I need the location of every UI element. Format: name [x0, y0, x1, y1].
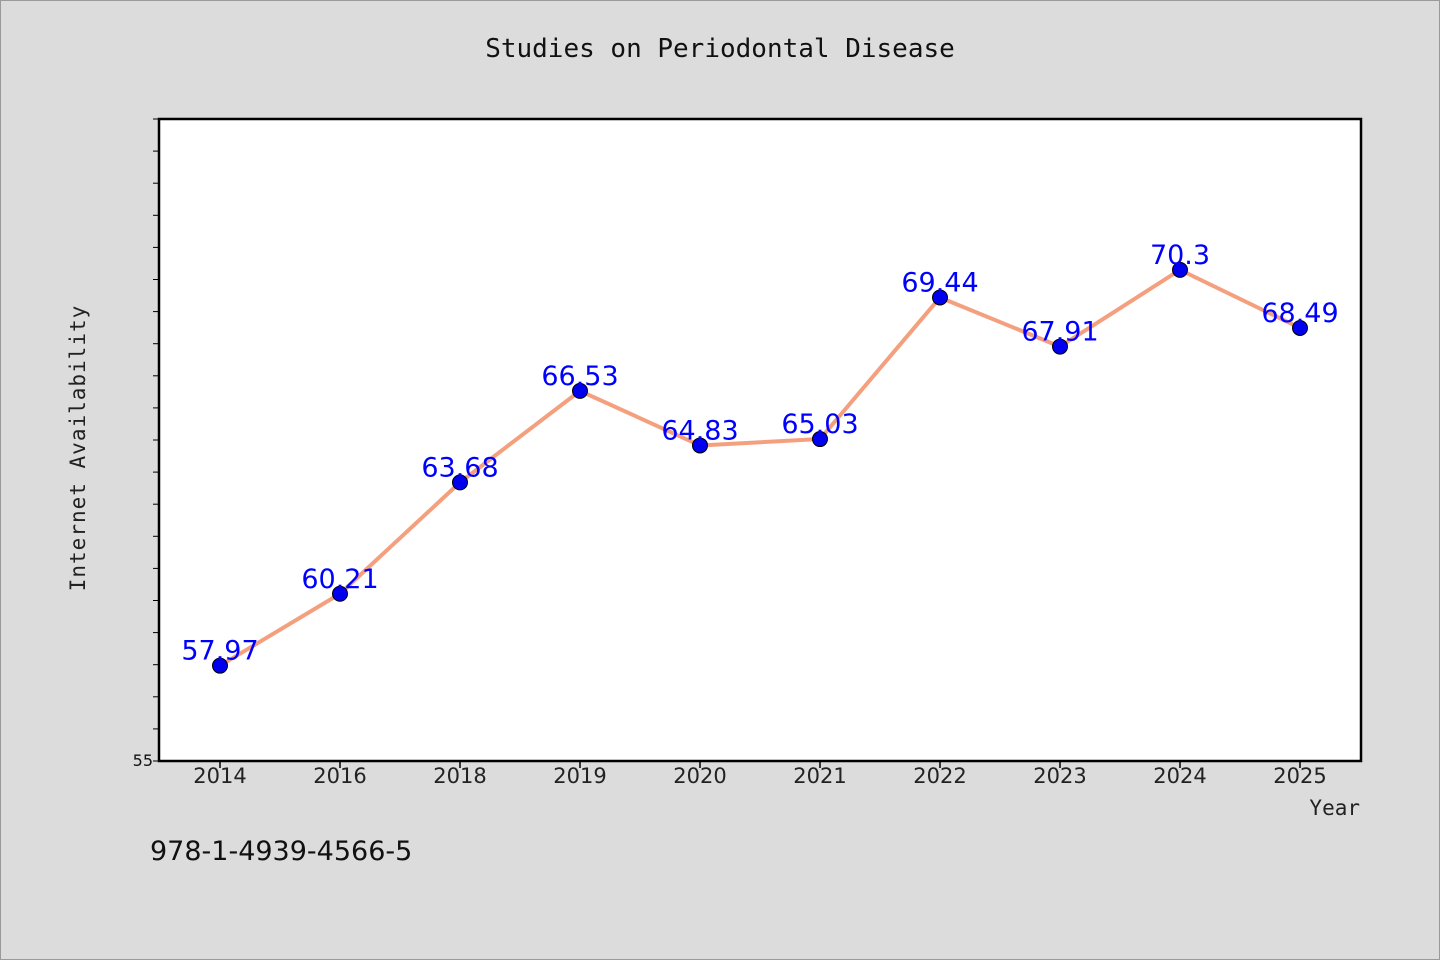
x-tick-label: 2018: [433, 764, 486, 788]
data-label: 66.53: [541, 361, 618, 392]
x-tick-label: 2023: [1033, 764, 1086, 788]
data-point: [1292, 319, 1308, 336]
isbn-text: 978-1-4939-4566-5: [150, 836, 413, 867]
y-tick-label: 55: [133, 751, 153, 770]
x-axis-label: Year: [1309, 796, 1360, 820]
chart-title: Studies on Periodontal Disease: [485, 34, 955, 64]
data-label: 60.21: [301, 564, 378, 595]
data-point: [572, 382, 588, 399]
x-tick-label: 2025: [1273, 764, 1326, 788]
data-point: [692, 437, 708, 454]
data-label: 63.68: [421, 452, 498, 483]
data-label: 67.91: [1021, 317, 1098, 348]
data-point: [932, 289, 948, 306]
data-label: 69.44: [901, 267, 978, 298]
x-tick-label: 2016: [313, 764, 366, 788]
x-tick-label: 2020: [673, 764, 726, 788]
data-label: 70.3: [1150, 240, 1210, 271]
x-tick-label: 2019: [553, 764, 606, 788]
data-point: [452, 474, 468, 491]
x-tick-label: 2021: [793, 764, 846, 788]
series-line: [218, 267, 1301, 668]
data-label: 64.83: [661, 415, 738, 446]
data-point: [1172, 261, 1188, 278]
plot-area: [157, 117, 1363, 763]
data-point: [332, 585, 348, 602]
x-tick-label: 2014: [193, 764, 246, 788]
data-point: [1052, 338, 1068, 355]
x-tick-label: 2022: [913, 764, 966, 788]
data-point: [212, 657, 228, 674]
data-point: [812, 431, 828, 448]
x-tick-label: 2024: [1153, 764, 1206, 788]
data-label: 57.97: [181, 636, 258, 667]
data-label: 65.03: [781, 409, 858, 440]
data-label: 68.49: [1261, 298, 1338, 329]
